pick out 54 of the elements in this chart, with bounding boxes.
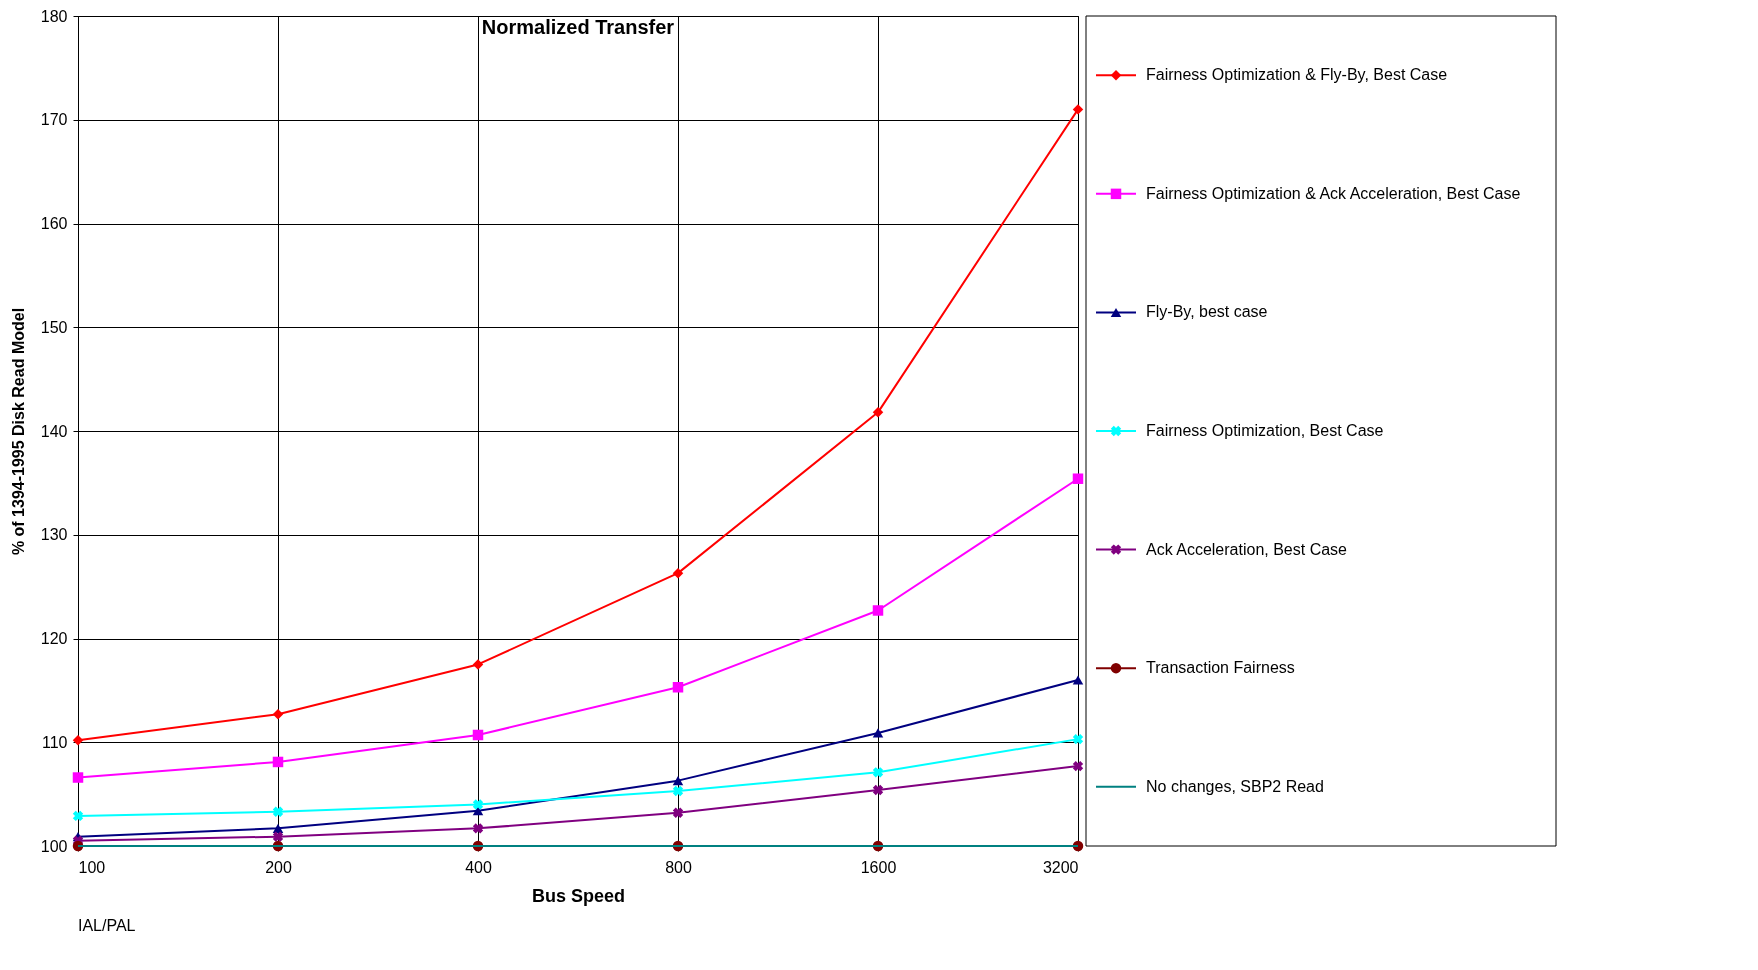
point bbox=[872, 784, 884, 796]
y-tick-label: 120 bbox=[40, 630, 68, 647]
legend-label: Fairness Optimization & Fly-By, Best Case bbox=[1146, 66, 1448, 84]
point bbox=[872, 407, 884, 418]
point bbox=[72, 810, 84, 822]
x-tick-label: 200 bbox=[265, 858, 292, 876]
point bbox=[672, 776, 684, 786]
legend-label: Fairness Optimization & Ack Acceleration, Best Case bbox=[1146, 184, 1521, 202]
x-tick-label: 400 bbox=[465, 858, 492, 876]
legend-label: Fly-By, best case bbox=[1146, 303, 1268, 321]
legend-label: Ack Acceleration, Best Case bbox=[1146, 540, 1348, 558]
point bbox=[272, 831, 284, 842]
point bbox=[872, 728, 884, 738]
y-tick-label: 170 bbox=[40, 111, 68, 129]
point bbox=[1072, 675, 1084, 685]
x-tick-label: 100 bbox=[78, 858, 106, 876]
point bbox=[272, 756, 284, 768]
point bbox=[472, 729, 484, 741]
point bbox=[72, 772, 84, 783]
y-tick-label: 140 bbox=[40, 422, 68, 440]
point bbox=[672, 682, 684, 693]
point bbox=[672, 567, 684, 579]
point bbox=[1072, 733, 1084, 745]
y-tick-label: 110 bbox=[41, 733, 68, 751]
point bbox=[472, 799, 484, 810]
point bbox=[672, 785, 684, 797]
point bbox=[472, 659, 484, 670]
chart-title: Normalized Transfer bbox=[481, 16, 675, 38]
x-tick-label: 3200 bbox=[1042, 858, 1079, 876]
x-axis-title: Bus Speed bbox=[531, 885, 626, 906]
point bbox=[1072, 104, 1084, 115]
point bbox=[272, 806, 284, 817]
legend-label: No changes, SBP2 Read bbox=[1146, 777, 1324, 795]
y-axis-title: % of 1394-1995 Disk Read Model bbox=[9, 307, 27, 556]
y-tick-label: 180 bbox=[40, 7, 68, 25]
point bbox=[672, 807, 684, 818]
point bbox=[472, 823, 484, 834]
legend-label: Fairness Optimization, Best Case bbox=[1146, 422, 1384, 439]
point bbox=[272, 708, 284, 720]
y-tick-label: 100 bbox=[40, 837, 68, 855]
point bbox=[472, 806, 484, 816]
y-tick-label: 150 bbox=[40, 318, 68, 336]
y-tick-label: 130 bbox=[40, 526, 68, 544]
x-tick-label: 1600 bbox=[860, 858, 897, 876]
point bbox=[1072, 473, 1084, 484]
point bbox=[72, 734, 84, 746]
point bbox=[272, 823, 284, 833]
x-tick-label: 800 bbox=[665, 858, 692, 876]
legend-label: Transaction Fairness bbox=[1146, 659, 1295, 677]
point bbox=[872, 605, 884, 616]
y-tick-label: 160 bbox=[40, 215, 68, 232]
point bbox=[1072, 760, 1084, 772]
text: IAL/PAL bbox=[78, 917, 136, 934]
point bbox=[872, 767, 884, 778]
